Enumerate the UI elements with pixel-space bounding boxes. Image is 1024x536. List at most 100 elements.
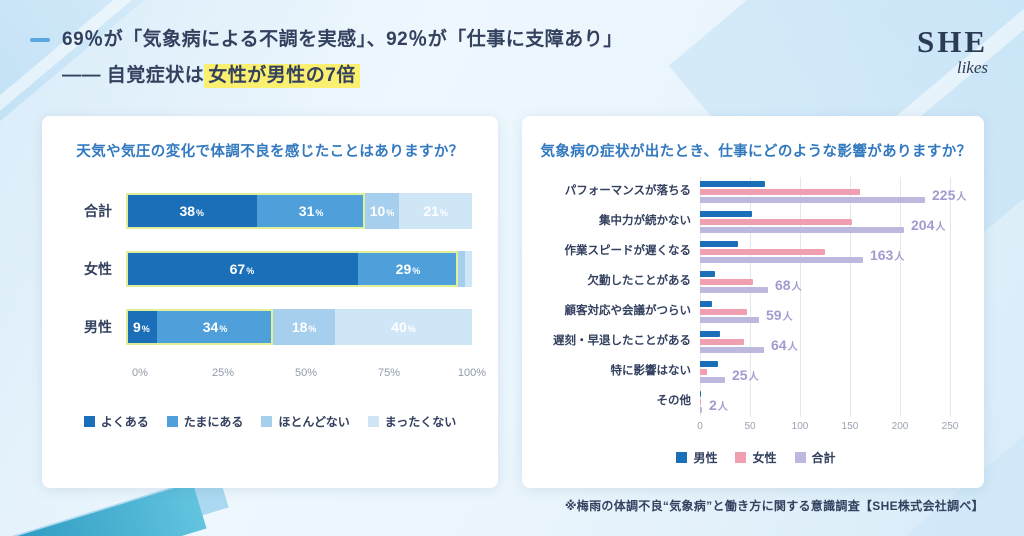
total-value: 59 人	[766, 307, 793, 323]
logo-likes-text: likes	[956, 58, 988, 77]
bar-segment: 9%	[126, 309, 157, 345]
category-labels: パフォーマンスが落ちる 集中力が続かない 作業スピードが遅くなる 欠勤したことがある顧…	[540, 177, 700, 435]
stacked-bar-card: 天気や気圧の変化で体調不良を感じたことはありますか？ 合計 38% 31% 10% 21…	[42, 116, 498, 488]
bar	[700, 257, 863, 263]
bar	[700, 301, 712, 307]
segment-value: 34%	[202, 319, 228, 335]
left-chart-x-axis: 0% 25% 50% 75% 100%	[132, 367, 486, 383]
bar	[700, 391, 701, 397]
bar	[700, 227, 904, 233]
bar	[700, 399, 701, 405]
bar	[700, 361, 718, 367]
category-label: 集中力が続かない	[599, 215, 691, 228]
legend-label: たまにある	[183, 415, 244, 429]
segment-value: 21%	[423, 203, 448, 219]
legend-swatch	[676, 452, 688, 463]
legend-swatch	[166, 416, 178, 427]
total-value: 64 人	[771, 337, 798, 353]
legend-swatch	[261, 416, 273, 427]
bar	[700, 369, 707, 375]
legend-item: まったくない	[367, 413, 457, 430]
total-value: 25 人	[732, 367, 759, 383]
total-value: 68 人	[775, 277, 802, 293]
bar-group: 163 人	[700, 237, 950, 267]
she-likes-logo: SHE likes	[917, 26, 994, 89]
legend-swatch	[83, 416, 95, 427]
category-label: パフォーマンスが落ちる	[564, 185, 691, 198]
bar-segment: 67%	[126, 251, 358, 287]
axis-tick: 100%	[457, 367, 487, 379]
row-label: 男性	[84, 319, 112, 335]
bar	[700, 317, 759, 323]
total-value: 204 人	[911, 217, 946, 233]
right-chart-x-axis: 0 50 100 150 200 250	[697, 421, 958, 435]
bar	[700, 377, 725, 383]
legend-swatch	[367, 416, 379, 427]
category-label: 作業スピードが遅くなる	[564, 245, 692, 258]
legend-label: 男性	[693, 451, 718, 465]
left-chart-title: 天気や気圧の変化で体調不良を感じたことはありますか？	[76, 144, 464, 160]
bar	[700, 309, 747, 315]
bar	[700, 407, 702, 413]
bar-segment: 21%	[399, 193, 472, 229]
bar	[700, 331, 720, 337]
stacked-bar-row: 合計 38% 31% 10% 21%	[68, 193, 472, 229]
stacked-bar-chart: 合計 38% 31% 10% 21% 女性 67% 29% 男性 9% 34% 18% 40%	[68, 193, 472, 345]
legend-item: 男性	[676, 449, 717, 466]
segment-value: 40%	[391, 319, 416, 335]
right-chart-title: 気象病の症状が出たとき、仕事にどのような影響がありますか？	[540, 144, 972, 160]
survey-footnote: ※梅雨の体調不良“気象病”と働き方に関する意識調査【SHE株式会社調べ】	[564, 499, 984, 513]
bar-group: 68 人	[700, 267, 950, 297]
total-value: 163 人	[869, 247, 905, 263]
stacked-bar-track: 67% 29%	[126, 251, 472, 287]
stacked-bar-track: 9% 34% 18% 40%	[126, 309, 472, 345]
legend-item: たまにある	[166, 413, 244, 430]
row-label: 合計	[84, 203, 112, 219]
segment-value: 67%	[229, 261, 255, 277]
bar-segment: 40%	[334, 309, 472, 345]
bar	[700, 279, 753, 285]
segment-value: 10%	[369, 203, 395, 219]
bar	[700, 241, 738, 247]
logo-she-text: SHE	[916, 24, 988, 59]
bar	[700, 197, 925, 203]
segment-value: 31%	[298, 203, 324, 219]
header-accent-dash	[30, 38, 50, 42]
segment-value: 29%	[395, 261, 421, 277]
bar-segment: 38%	[126, 193, 258, 229]
legend-swatch	[735, 452, 747, 463]
legend-label: ほとんどない	[278, 415, 350, 429]
bar-segment	[458, 251, 466, 287]
legend-item: 合計	[794, 449, 836, 466]
headline: 69％が「気象病による不調を実感」、92％が「仕事に支障あり」 ―― 自覚症状は…	[62, 26, 623, 89]
category-label: その他	[656, 395, 692, 408]
legend-swatch	[794, 452, 806, 463]
axis-tick: 0%	[132, 367, 148, 379]
bar-group: 204 人	[700, 207, 950, 237]
bar	[700, 211, 752, 217]
bar-segment: 10%	[364, 193, 400, 229]
axis-tick: 50	[744, 421, 756, 432]
legend-item: よくある	[83, 413, 149, 430]
bar-groups: 225 人 204 人 163 人 68 人 59 人 64 人 25 人 2 人	[700, 177, 966, 417]
axis-tick: 200	[891, 421, 909, 432]
legend-item: ほとんどない	[261, 413, 350, 430]
axis-tick: 50%	[294, 367, 318, 379]
legend-label: 合計	[811, 451, 836, 465]
category-label: 特に影響はない	[610, 365, 692, 378]
deco-band-bottom-left-teal	[0, 482, 207, 536]
bar	[700, 347, 764, 353]
bar-group: 25 人	[700, 357, 950, 387]
legend-item: 女性	[735, 449, 777, 466]
total-value: 225 人	[932, 187, 967, 203]
right-chart-legend: 男性 女性 合計	[540, 449, 972, 466]
axis-tick: 100	[791, 421, 809, 432]
headline-line1: 69％が「気象病による不調を実感」、92％が「仕事に支障あり」	[62, 29, 623, 50]
axis-tick: 25%	[211, 367, 235, 379]
legend-label: まったくない	[384, 415, 457, 429]
axis-tick: 75%	[377, 367, 401, 379]
bar-group: 59 人	[700, 297, 950, 327]
stacked-bar-row: 男性 9% 34% 18% 40%	[68, 309, 472, 345]
stacked-bar-track: 38% 31% 10% 21%	[126, 193, 472, 229]
